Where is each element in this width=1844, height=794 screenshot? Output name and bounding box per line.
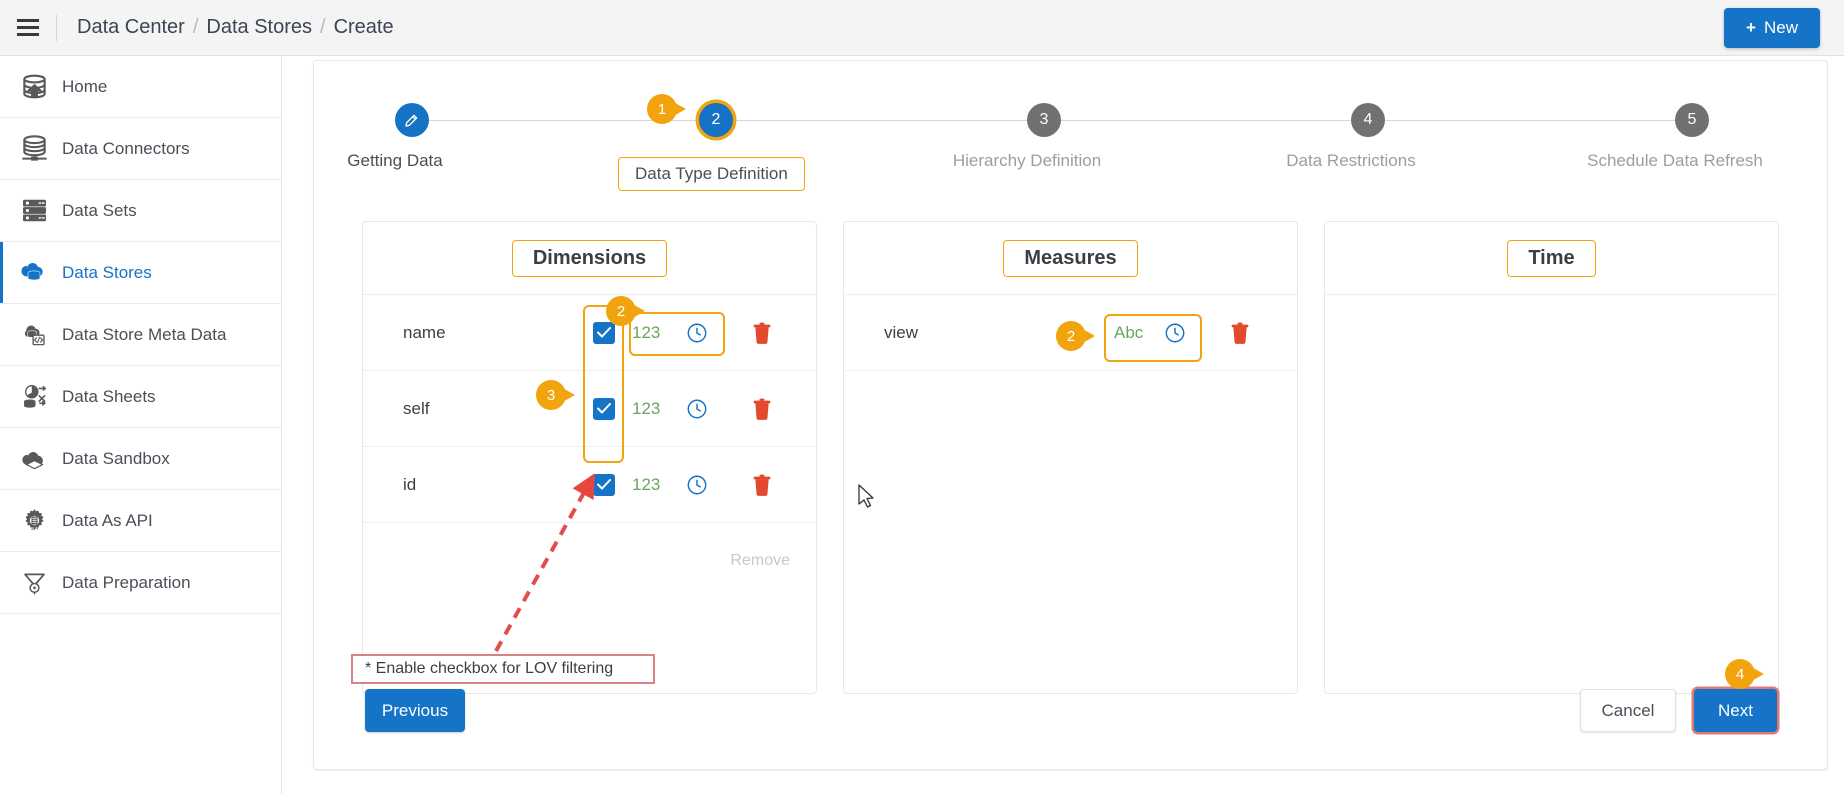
svg-text:API: API [31, 526, 38, 531]
